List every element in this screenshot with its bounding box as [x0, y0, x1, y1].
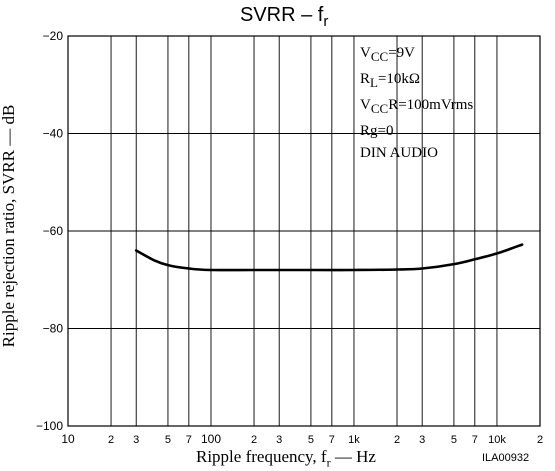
- x-tick-label: 5: [308, 434, 314, 446]
- x-tick-label: 3: [419, 434, 425, 446]
- legend-line-vcc: VCC=9V: [360, 45, 415, 64]
- legend-line-din-audio: DIN AUDIO: [360, 145, 438, 161]
- series-line: [134, 243, 524, 272]
- series-layer: [134, 243, 524, 272]
- x-tick-label: 10k: [488, 434, 506, 446]
- legend-line-rg: Rg=0: [360, 123, 394, 139]
- x-tick-label: 7: [186, 434, 192, 446]
- x-tick-label: 2: [537, 434, 543, 446]
- legend-line-vccr: VCCR=100mVrms: [360, 97, 474, 116]
- x-tick-label: 3: [133, 434, 139, 446]
- x-tick-label: 100: [201, 432, 221, 446]
- x-tick-label: 1k: [348, 434, 360, 446]
- x-axis-label: Ripple frequency, fr — Hz: [196, 447, 376, 470]
- chart-title-subscript: r: [323, 13, 329, 30]
- tick-labels: 10 2 3 5 7 100 2 3 5 7 1k 2 3 5 7 10k 2 −20 −40 −60 −80 −100: [36, 29, 543, 446]
- legend-line-rl: RL=10kΩ: [360, 71, 421, 90]
- x-tick-label: 3: [276, 434, 282, 446]
- y-tick-label: −60: [43, 224, 64, 238]
- legend: VCC=9V RL=10kΩ VCCR=100mVrms Rg=0 DIN AU…: [360, 42, 526, 164]
- x-tick-label: 5: [165, 434, 171, 446]
- y-tick-label: −20: [43, 29, 64, 43]
- y-axis-label: Ripple rejection ratio, SVRR — dB: [0, 104, 18, 348]
- x-tick-label: 7: [329, 434, 335, 446]
- x-tick-label: 2: [108, 434, 114, 446]
- x-tick-label: 7: [472, 434, 478, 446]
- x-tick-label: 2: [394, 434, 400, 446]
- x-tick-label: 2: [251, 434, 257, 446]
- plot-frame: [67, 35, 541, 427]
- x-tick-label: 5: [451, 434, 457, 446]
- figure-id: ILA00932: [482, 452, 530, 464]
- y-tick-label: −40: [43, 127, 64, 141]
- y-tick-label: −100: [36, 419, 63, 433]
- chart-title: SVRR – fr: [240, 4, 420, 30]
- grid-lines: [68, 36, 540, 426]
- y-tick-label: −80: [43, 322, 64, 336]
- x-tick-label: 10: [61, 432, 75, 446]
- chart-title-main: SVRR – f: [240, 4, 324, 26]
